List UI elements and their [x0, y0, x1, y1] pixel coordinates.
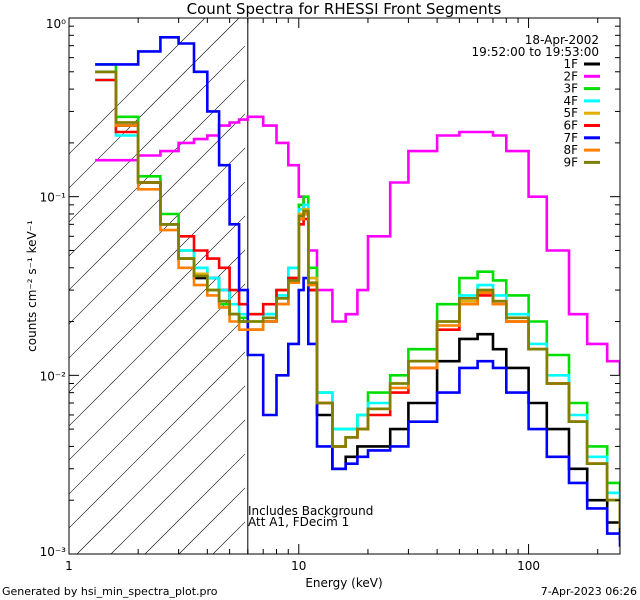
- y-tick-label: 10⁻²: [40, 369, 67, 383]
- chart-title: Count Spectra for RHESSI Front Segments: [187, 0, 502, 18]
- legend-label-9f: 9F: [563, 155, 578, 169]
- annotation-attenuator: Att A1, FDecim 1: [248, 515, 349, 529]
- legend-label-5f: 5F: [563, 106, 578, 120]
- time-range-label: 19:52:00 to 19:53:00: [472, 45, 599, 59]
- hatch-line: [69, 215, 245, 393]
- legend-label-8f: 8F: [563, 143, 578, 157]
- annotation-background: Includes Background: [248, 504, 373, 518]
- y-axis-label: counts cm⁻² s⁻¹ keV⁻¹: [25, 220, 39, 352]
- hatch-line: [76, 385, 245, 554]
- hatch-line: [69, 317, 245, 495]
- axis-ticks: [68, 17, 620, 555]
- x-tick-label: 10: [291, 559, 306, 573]
- hatch-line: [144, 453, 245, 554]
- hatch-line: [69, 18, 240, 189]
- date-label: 18-Apr-2002: [525, 33, 599, 47]
- y-tick-label: 10⁻¹: [40, 191, 67, 205]
- plot-frame: [68, 17, 621, 555]
- footer-generated-by: Generated by hsi_min_spectra_plot.pro: [2, 585, 218, 598]
- legend-label-4f: 4F: [563, 94, 578, 108]
- hatch-line: [69, 351, 245, 529]
- x-axis-label: Energy (keV): [305, 576, 382, 590]
- hatch-line: [69, 181, 245, 359]
- hatch-line: [69, 147, 245, 325]
- hatch-line: [110, 419, 245, 554]
- y-tick-label: 10⁻³: [40, 545, 67, 559]
- hatch-line: [69, 113, 245, 291]
- hatch-line: [69, 79, 245, 257]
- hatch-line: [69, 45, 245, 223]
- x-tick-label: 1: [65, 559, 73, 573]
- footer-timestamp: 7-Apr-2023 06:26: [541, 585, 637, 598]
- x-tick-label: 100: [517, 559, 540, 573]
- hatch-line: [69, 283, 245, 461]
- series-layer: [95, 36, 620, 547]
- hatch-line: [69, 249, 245, 427]
- y-tick-label: 10⁰: [46, 17, 66, 31]
- series-line-7f: [95, 36, 620, 547]
- legend-label-2f: 2F: [563, 69, 578, 83]
- legend-label-7f: 7F: [563, 131, 578, 145]
- series-line-9f: [95, 70, 620, 528]
- legend-label-1f: 1F: [563, 57, 578, 71]
- legend-label-6f: 6F: [563, 119, 578, 133]
- axis-tick-labels: 1 10 100 10⁰ 10⁻¹ 10⁻² 10⁻³: [40, 17, 540, 573]
- legend-label-3f: 3F: [563, 82, 578, 96]
